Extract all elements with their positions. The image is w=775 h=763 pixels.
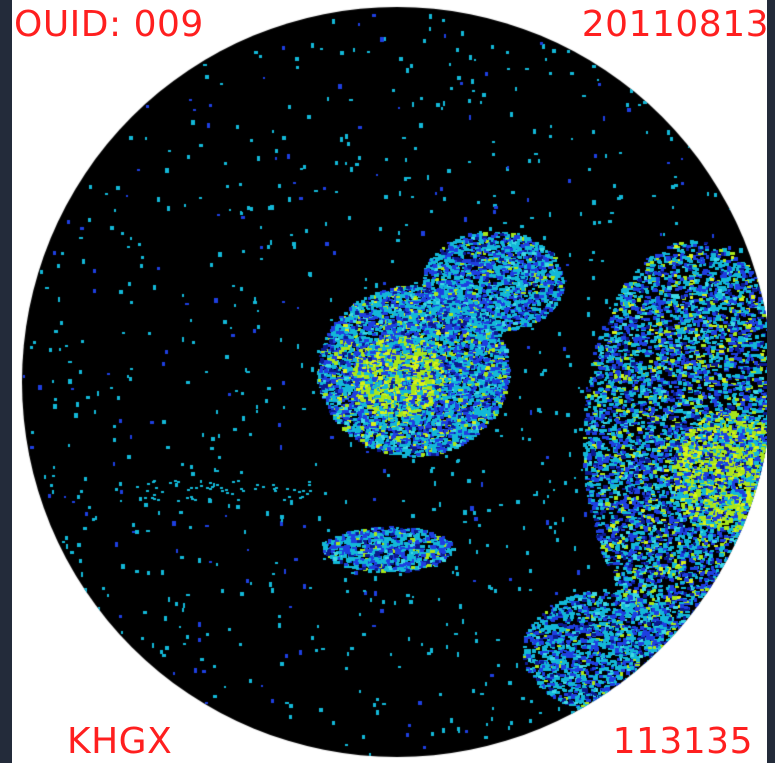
radar-scope bbox=[12, 0, 767, 763]
radar-image-frame: OUID: 009 20110813 KHGX 113135 bbox=[12, 0, 767, 763]
object-id-label: OUID: 009 bbox=[14, 4, 204, 45]
station-label: KHGX bbox=[67, 721, 173, 762]
time-label: 113135 bbox=[612, 721, 753, 762]
date-label: 20110813 bbox=[581, 4, 767, 45]
